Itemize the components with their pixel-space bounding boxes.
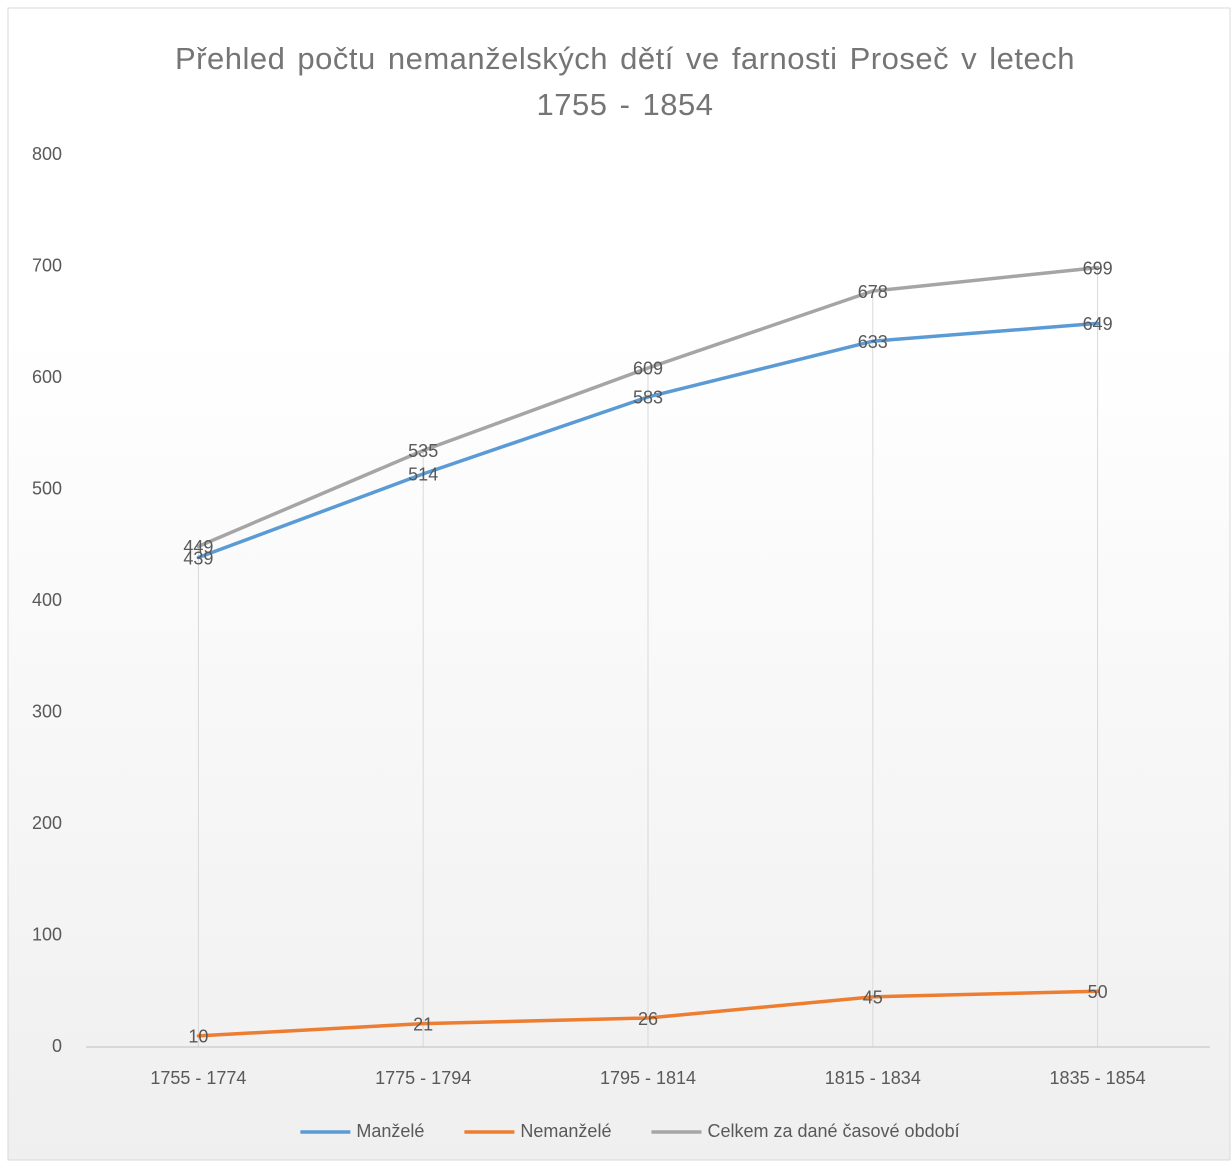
- y-tick-label: 600: [32, 367, 62, 387]
- data-label: 609: [633, 359, 663, 379]
- legend-label: Celkem za dané časové období: [707, 1121, 959, 1141]
- y-tick-label: 400: [32, 590, 62, 610]
- data-label: 633: [858, 332, 888, 352]
- x-tick-label: 1775 - 1794: [375, 1068, 471, 1088]
- y-tick-label: 0: [52, 1036, 62, 1056]
- x-tick-label: 1835 - 1854: [1050, 1068, 1146, 1088]
- data-label: 514: [408, 465, 438, 485]
- x-tick-label: 1815 - 1834: [825, 1068, 921, 1088]
- x-tick-label: 1755 - 1774: [150, 1068, 246, 1088]
- y-tick-label: 200: [32, 813, 62, 833]
- data-label: 50: [1088, 982, 1108, 1002]
- y-tick-label: 100: [32, 924, 62, 944]
- legend-label: Manželé: [356, 1121, 424, 1141]
- y-tick-label: 700: [32, 255, 62, 275]
- series-line: [196, 989, 1100, 1038]
- data-label: 21: [413, 1014, 433, 1034]
- data-label: 649: [1083, 314, 1113, 334]
- y-tick-label: 500: [32, 478, 62, 498]
- data-label: 26: [638, 1009, 658, 1029]
- data-label: 535: [408, 441, 438, 461]
- data-label: 449: [183, 537, 213, 557]
- chart-background: [7, 7, 1231, 1161]
- data-label: 678: [858, 282, 888, 302]
- series-line: [196, 265, 1100, 549]
- chart-title: Přehled počtu nemanželských dětí ve farn…: [174, 41, 1076, 122]
- data-label: 699: [1083, 258, 1113, 278]
- series-line: [196, 321, 1100, 560]
- data-label: 45: [863, 988, 883, 1008]
- legend-label: Nemanželé: [520, 1121, 611, 1141]
- x-tick-label: 1795 - 1814: [600, 1068, 696, 1088]
- y-tick-label: 300: [32, 701, 62, 721]
- data-label: 10: [188, 1027, 208, 1047]
- data-label: 583: [633, 388, 663, 408]
- y-tick-label: 800: [32, 144, 62, 164]
- data-label: 439: [183, 548, 213, 568]
